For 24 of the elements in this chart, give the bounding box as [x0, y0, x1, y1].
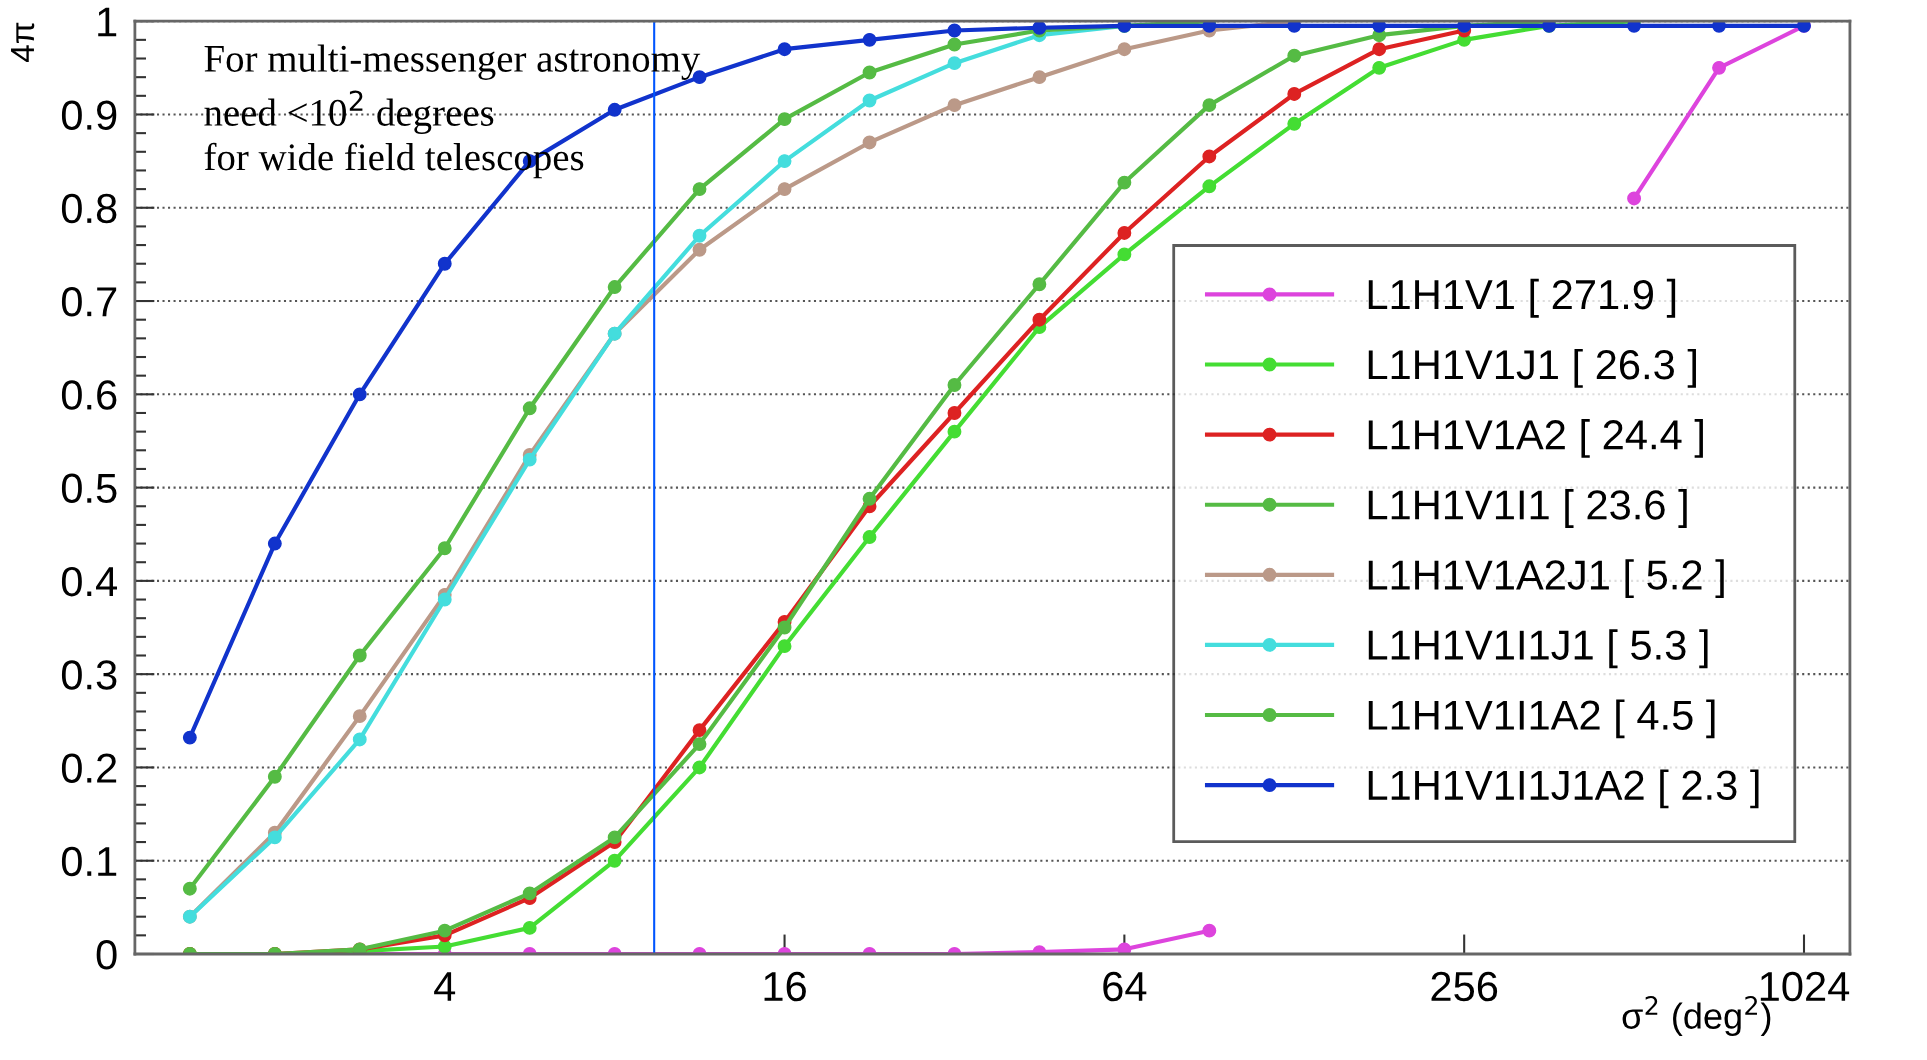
legend-label: L1H1V1I1J1 [ 5.3 ]: [1368, 629, 1708, 669]
legend-label: L1H1V1I1 [ 23.6 ]: [1368, 489, 1687, 528]
y-tick-label: 0.4: [61, 566, 118, 597]
legend-label: L1H1V1 [ 271.9 ]: [1368, 278, 1676, 318]
y-tick-label: 0.2: [61, 753, 117, 783]
y-tick-label: 0: [96, 940, 117, 970]
legend-label: L1H1V1A2 [ 24.4 ]: [1368, 419, 1703, 458]
x-tick-label: 256: [1431, 971, 1498, 1002]
legend-label: L1H1V1A2J1 [ 5.2 ]: [1368, 559, 1724, 599]
legend-label: L1H1V1I1J1A2 [ 2.3 ]: [1368, 769, 1759, 809]
x-tick-label: 16: [764, 971, 806, 1002]
legend-label: L1H1V1I1A2 [ 4.5 ]: [1368, 699, 1715, 739]
y-axis-title: 4π: [11, 22, 35, 62]
x-tick-label: 64: [1103, 971, 1147, 1002]
y-tick-label: 0.5: [61, 473, 117, 504]
y-tick-label: 0.6: [61, 380, 117, 410]
y-tick-label: 1: [98, 7, 117, 37]
y-tick-label: 0.7: [61, 287, 117, 317]
y-tick-label: 0.8: [61, 193, 117, 224]
y-tick-label: 0.1: [61, 846, 117, 877]
legend-label: L1H1V1J1 [ 26.3 ]: [1368, 348, 1696, 388]
x-tick-label: 4: [434, 972, 456, 1001]
y-tick-label: 0.9: [61, 100, 117, 130]
y-tick-label: 0.3: [61, 660, 117, 690]
